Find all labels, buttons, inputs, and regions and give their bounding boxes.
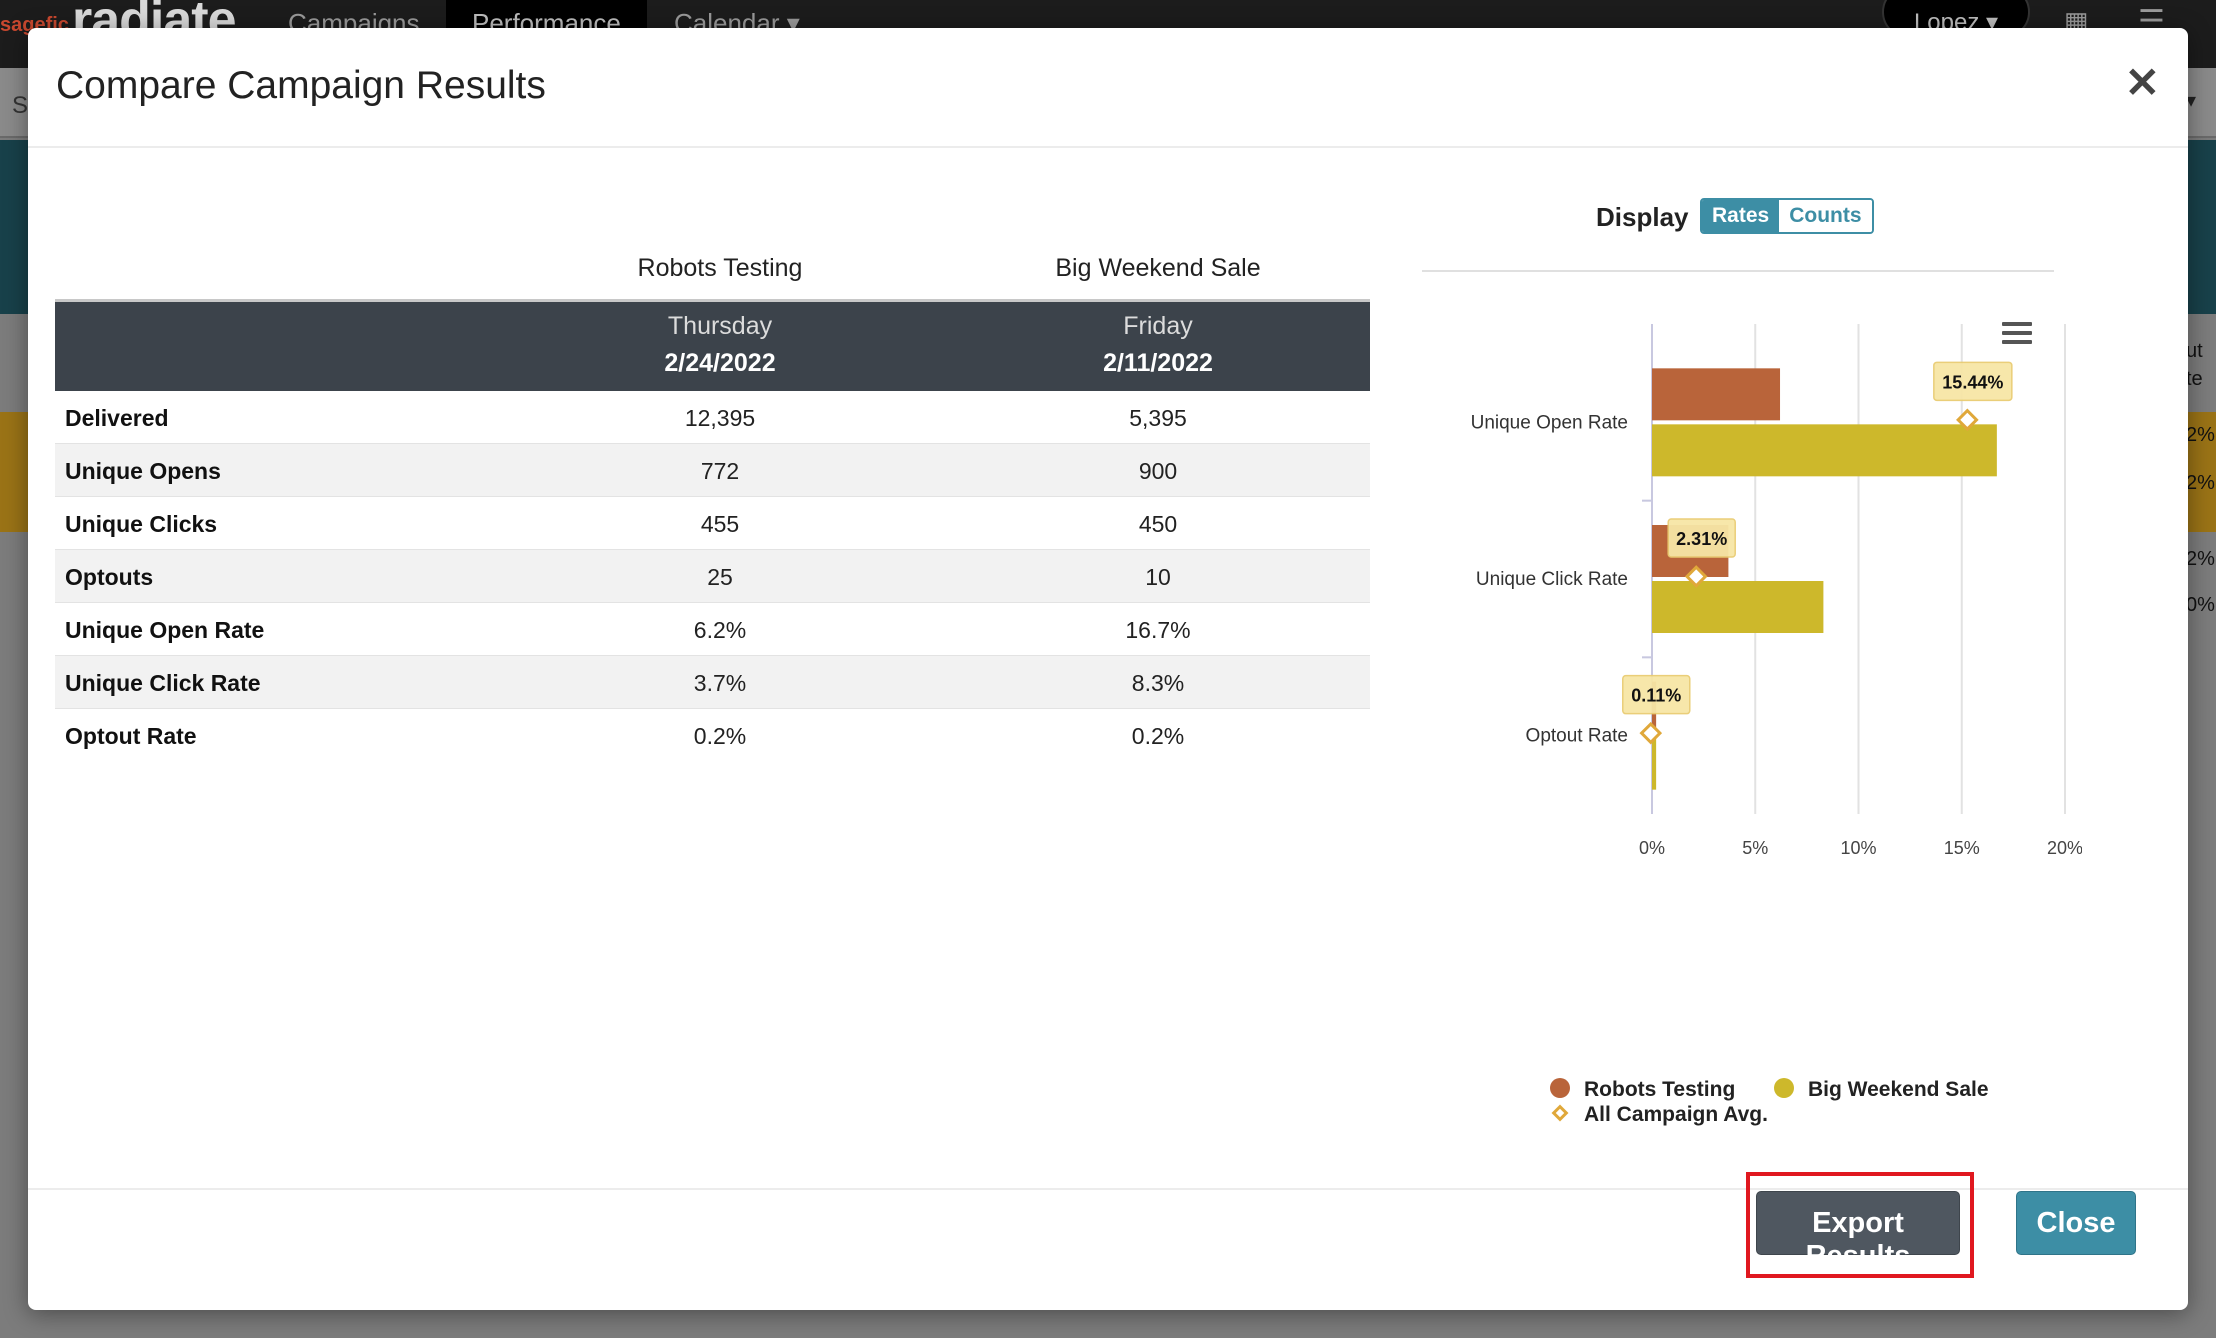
modal-header: Compare Campaign Results ✕ bbox=[28, 28, 2188, 148]
rates-toggle-button[interactable]: Rates bbox=[1702, 200, 1780, 232]
bg-column-text: 2% bbox=[2186, 548, 2215, 570]
close-icon[interactable]: ✕ bbox=[2124, 59, 2160, 106]
bg-column-text: 2% bbox=[2186, 472, 2215, 494]
campaign-date: 2/11/2022 bbox=[1103, 349, 1213, 377]
x-tick-label: 10% bbox=[1840, 838, 1876, 858]
metric-value: 6.2% bbox=[693, 617, 747, 643]
campaign-name: Robots Testing bbox=[637, 254, 803, 282]
bg-column-text: te bbox=[2186, 368, 2203, 390]
export-results-button[interactable]: Export Results bbox=[1756, 1191, 1960, 1272]
metric-value: 450 bbox=[1138, 511, 1178, 537]
campaign-date-cell: Friday 2/11/2022 bbox=[939, 312, 1377, 378]
avg-label-box bbox=[1933, 361, 2013, 402]
big-weekend-sale-bar bbox=[1652, 581, 1824, 633]
metric-label: Optouts bbox=[65, 564, 154, 590]
bg-column-text: 0% bbox=[2186, 594, 2215, 616]
big-weekend-sale-swatch bbox=[1774, 1078, 1794, 1098]
display-toggle: Rates Counts bbox=[1700, 198, 1874, 234]
avg-marker bbox=[1684, 565, 1708, 588]
metric-value: 5,395 bbox=[1129, 405, 1187, 431]
category-label: Unique Click Rate bbox=[1476, 569, 1628, 590]
legend-label[interactable]: Big Weekend Sale bbox=[1808, 1078, 1989, 1101]
x-tick-label: 0% bbox=[1639, 838, 1665, 858]
bg-column-text: 2% bbox=[2186, 424, 2215, 446]
metric-label: Unique Clicks bbox=[65, 511, 218, 537]
robots-testing-bar bbox=[1652, 368, 1781, 421]
big-weekend-sale-bar bbox=[1652, 737, 1657, 790]
campaign-day: Friday bbox=[1123, 312, 1193, 340]
metric-value: 0.2% bbox=[693, 723, 747, 749]
avg-label-box bbox=[1667, 518, 1736, 558]
metric-value: 25 bbox=[707, 564, 733, 590]
x-tick-label: 5% bbox=[1742, 838, 1768, 858]
table-row: Unique Click Rate 3.7% 8.3% bbox=[55, 656, 1370, 709]
subbar-text: S bbox=[12, 92, 29, 119]
metric-label: Unique Open Rate bbox=[65, 617, 265, 643]
category-label: Optout Rate bbox=[1526, 726, 1628, 747]
avg-data-label: 15.44% bbox=[1942, 372, 2003, 392]
metric-value: 10 bbox=[1145, 564, 1171, 590]
metric-value: 900 bbox=[1138, 458, 1178, 484]
campaign-date: 2/24/2022 bbox=[664, 349, 776, 377]
metric-label: Unique Opens bbox=[65, 458, 221, 484]
modal-footer bbox=[28, 1188, 2188, 1310]
table-row: Unique Open Rate 6.2% 16.7% bbox=[55, 603, 1370, 656]
category-label: Unique Open Rate bbox=[1471, 412, 1628, 433]
legend-label[interactable]: All Campaign Avg. bbox=[1584, 1103, 1768, 1126]
close-button[interactable]: Close bbox=[2016, 1191, 2136, 1255]
metric-label: Delivered bbox=[65, 405, 169, 431]
x-tick-label: 15% bbox=[1944, 838, 1980, 858]
campaign-date-cell: Thursday 2/24/2022 bbox=[501, 312, 939, 378]
table-row: Delivered 12,395 5,395 bbox=[55, 391, 1370, 444]
table-row: Optouts 25 10 bbox=[55, 550, 1370, 603]
chevron-down-icon[interactable]: ▾ bbox=[2186, 90, 2197, 112]
x-tick-label: 20% bbox=[2047, 838, 2082, 858]
campaign-names-row: Robots Testing Big Weekend Sale bbox=[55, 226, 1370, 296]
avg-data-label: 2.31% bbox=[1676, 529, 1727, 549]
campaign-name: Big Weekend Sale bbox=[1055, 254, 1261, 282]
chart-legend: Robots Testing Big Weekend Sale All Camp… bbox=[1550, 1048, 2070, 1126]
campaign-day: Thursday bbox=[667, 312, 773, 340]
avg-marker bbox=[1956, 408, 1979, 432]
metric-value: 12,395 bbox=[684, 405, 756, 431]
table-row: Unique Clicks 455 450 bbox=[55, 497, 1370, 550]
table-row: Unique Opens 772 900 bbox=[55, 444, 1370, 497]
big-weekend-sale-bar bbox=[1652, 424, 1997, 477]
metric-value: 772 bbox=[700, 458, 740, 484]
avg-marker bbox=[1639, 721, 1663, 745]
metric-value: 0.2% bbox=[1131, 723, 1185, 749]
metric-label: Optout Rate bbox=[65, 723, 197, 749]
counts-toggle-button[interactable]: Counts bbox=[1779, 200, 1872, 232]
display-label: Display bbox=[1596, 202, 1689, 232]
avg-data-label: 0.11% bbox=[1631, 686, 1681, 706]
metric-value: 16.7% bbox=[1125, 617, 1191, 643]
divider bbox=[1422, 270, 2054, 272]
table-header: Thursday 2/24/2022 Friday 2/11/2022 bbox=[55, 299, 1370, 391]
metric-value: 3.7% bbox=[693, 670, 747, 696]
metric-label: Unique Click Rate bbox=[65, 670, 261, 696]
bg-column-text: ut bbox=[2186, 340, 2203, 362]
rates-bar-chart: 0% 5% 10% 15% 20% Unique Open Rate Unique Clic… bbox=[1471, 324, 2082, 858]
modal-title: Compare Campaign Results bbox=[56, 64, 546, 107]
robots-testing-swatch bbox=[1550, 1078, 1570, 1098]
table-row: Optout Rate 0.2% 0.2% bbox=[55, 709, 1370, 762]
metric-value: 8.3% bbox=[1131, 670, 1185, 696]
avg-label-box bbox=[1622, 674, 1691, 715]
chart-menu-icon[interactable] bbox=[2002, 322, 2032, 350]
legend-label[interactable]: Robots Testing bbox=[1584, 1078, 1736, 1101]
metric-value: 455 bbox=[700, 511, 740, 537]
